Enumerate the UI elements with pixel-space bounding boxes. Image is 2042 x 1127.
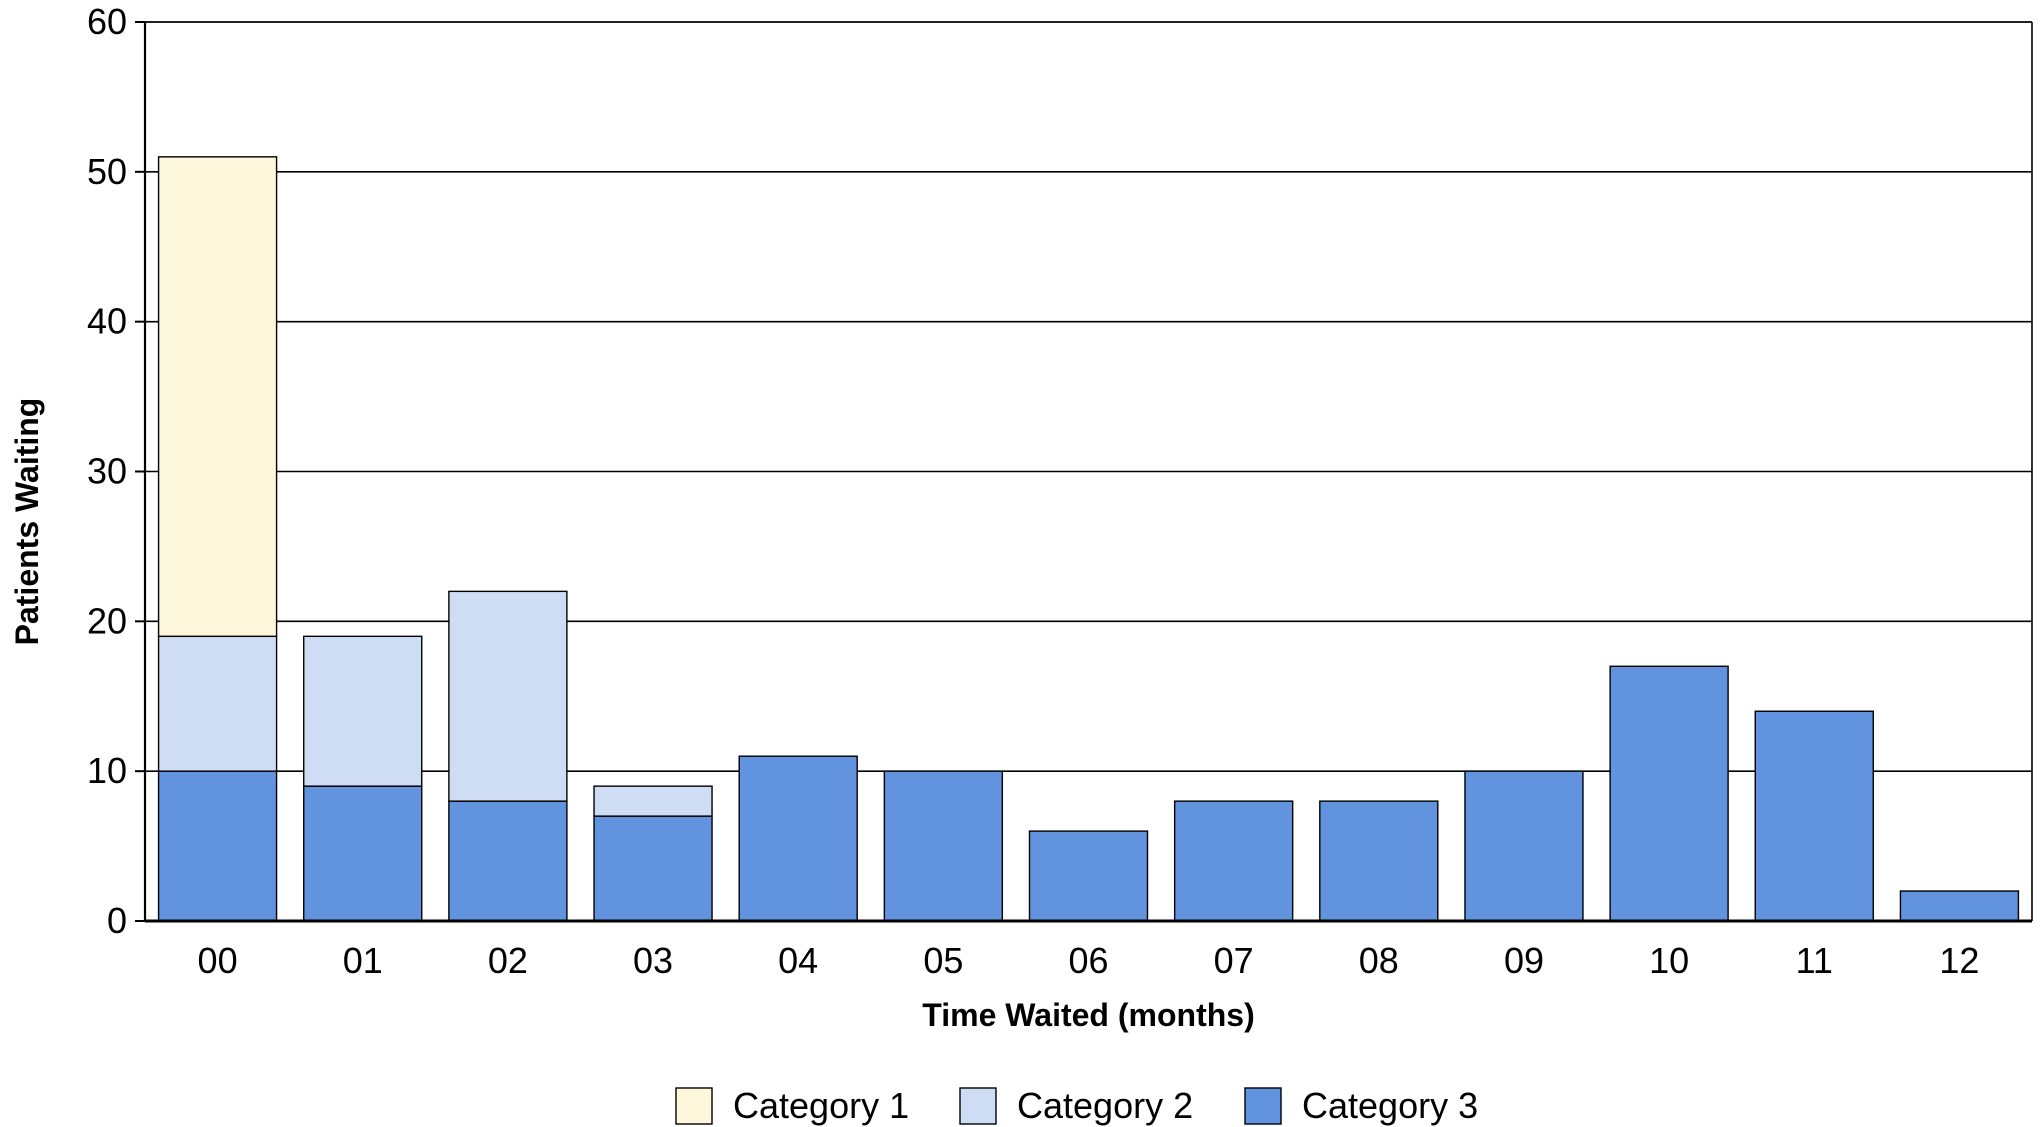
bar-segment [1754, 710, 1874, 922]
legend-swatch [675, 1087, 713, 1125]
x-tick-label: 04 [778, 940, 818, 981]
x-tick-label: 03 [633, 940, 673, 981]
bar-segment [1319, 800, 1439, 922]
bar-segment [1609, 665, 1729, 922]
x-axis-title: Time Waited (months) [922, 997, 1254, 1033]
x-tick-label: 08 [1359, 940, 1399, 981]
bar-segment [1028, 830, 1149, 922]
legend-label: Category 1 [733, 1085, 909, 1126]
bar-segment [303, 785, 423, 922]
bar-segment [738, 755, 858, 922]
gridlines [145, 21, 2032, 772]
bar-segment [157, 770, 278, 922]
y-tick-label: 0 [107, 900, 127, 941]
bar-segment [157, 156, 278, 638]
bar-segment [1899, 890, 2020, 922]
bar-segment [593, 785, 713, 817]
bar-segment [157, 635, 278, 772]
legend-swatch [959, 1087, 997, 1125]
bar-segment [1173, 800, 1294, 922]
legend-label: Category 3 [1302, 1085, 1478, 1126]
bar-segment [1464, 770, 1584, 922]
bar-segment [593, 815, 713, 922]
x-tick-label: 11 [1796, 940, 1833, 981]
bar-segment [303, 635, 423, 787]
x-tick-label: 06 [1068, 940, 1108, 981]
bars [157, 156, 2020, 922]
x-tick-label: 10 [1649, 940, 1689, 981]
y-tick-label: 50 [87, 151, 127, 192]
x-tick-label: 12 [1939, 940, 1979, 981]
y-tick-label: 40 [87, 301, 127, 342]
y-tick-label: 30 [87, 451, 127, 492]
x-tick-label: 00 [198, 940, 238, 981]
y-tick-label: 10 [87, 750, 127, 791]
bar-segment [448, 590, 568, 802]
x-tick-label: 05 [923, 940, 963, 981]
x-tick-label: 09 [1504, 940, 1544, 981]
x-tick-labels: 00 01 02 03 04 05 06 07 08 09 10 11 12 [198, 940, 1980, 981]
x-tick-label: 01 [343, 940, 383, 981]
x-tick-label: 02 [488, 940, 528, 981]
bar-segment [883, 770, 1004, 922]
y-tick-label: 60 [87, 1, 127, 42]
y-axis-title: Patients Waiting [9, 398, 45, 646]
legend-swatch [1244, 1087, 1282, 1125]
legend: Category 1 Category 2 Category 3 [675, 1085, 1478, 1126]
bar-segment [448, 800, 568, 922]
legend-label: Category 2 [1017, 1085, 1193, 1126]
y-tick-label: 20 [87, 600, 127, 641]
x-tick-label: 07 [1214, 940, 1254, 981]
axes [135, 21, 2033, 923]
y-tick-labels: 0 10 20 30 40 50 60 [87, 1, 127, 941]
